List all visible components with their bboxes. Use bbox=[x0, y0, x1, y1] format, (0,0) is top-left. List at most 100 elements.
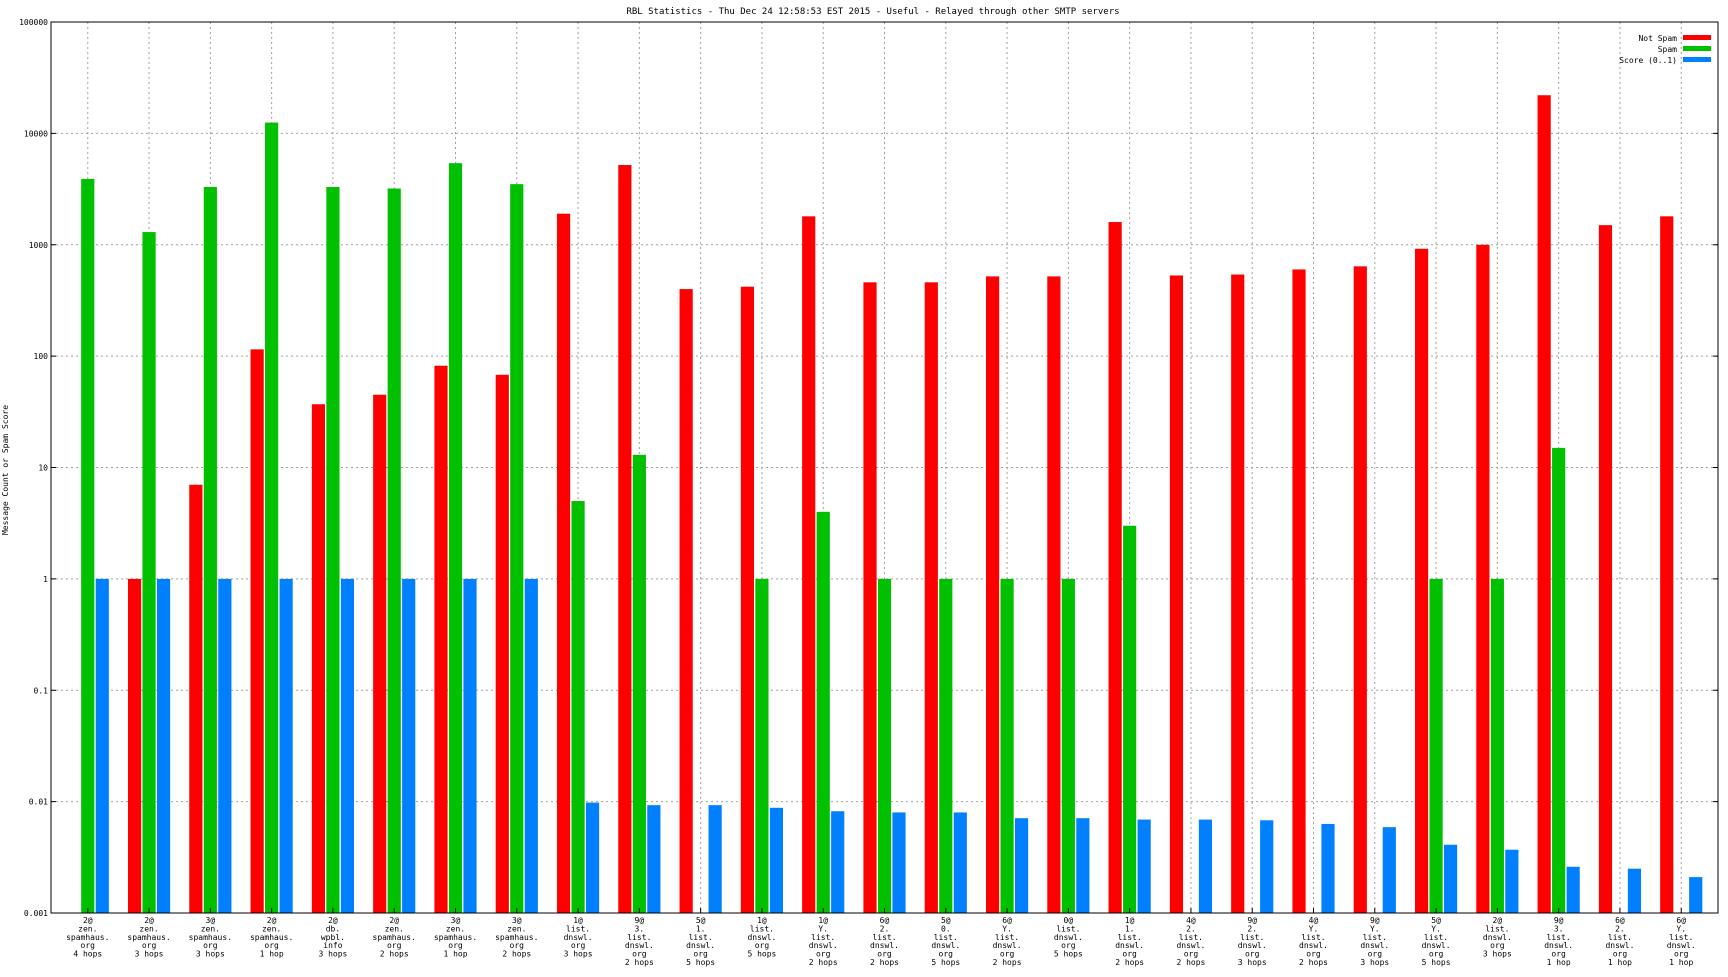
x-tick-label-line: 3. bbox=[1554, 924, 1564, 933]
bar-spam bbox=[1429, 578, 1443, 914]
bar-not-spam bbox=[1598, 225, 1613, 913]
y-tick-label: 0.01 bbox=[29, 798, 48, 807]
x-tick-label-line: org bbox=[632, 950, 647, 959]
y-tick-label: 100 bbox=[34, 352, 49, 361]
x-tick-label: 4@ 2. list. dnswl. org 2 hops bbox=[1176, 916, 1205, 967]
x-tick-label-line: org bbox=[1613, 950, 1628, 959]
x-tick-label-line: 3 hops bbox=[318, 950, 347, 959]
bar-score bbox=[524, 578, 538, 914]
bar-score bbox=[1260, 820, 1274, 913]
x-tick-label-line: 3@ bbox=[451, 916, 461, 925]
x-tick-label-line: 2@ bbox=[328, 916, 338, 925]
x-tick-label-line: org bbox=[1490, 941, 1505, 950]
x-tick-label-line: 3 hops bbox=[1483, 950, 1512, 959]
bar-not-spam bbox=[189, 484, 203, 913]
x-tick-label-line: 6@ bbox=[1615, 916, 1625, 925]
x-tick-label-line: org bbox=[1551, 950, 1566, 959]
x-tick-label-line: org bbox=[1306, 950, 1321, 959]
x-tick-label-line: list. bbox=[995, 933, 1019, 942]
x-tick-label-line: list. bbox=[1485, 924, 1509, 933]
bar-score bbox=[585, 802, 600, 913]
x-tick-label-line: list. bbox=[934, 933, 958, 942]
x-tick-label: 5@ Y. list. dnswl. org 5 hops bbox=[1422, 916, 1451, 967]
x-tick-label-line: spamhaus. bbox=[189, 933, 232, 942]
x-tick-label-line: dnswl. bbox=[1176, 941, 1205, 950]
bars bbox=[81, 95, 1703, 914]
bar-not-spam bbox=[679, 289, 693, 913]
x-tick-label-line: zen. bbox=[446, 924, 465, 933]
bar-not-spam bbox=[1476, 244, 1490, 913]
x-tick-label-line: list. bbox=[1179, 933, 1203, 942]
bar-score bbox=[1627, 868, 1642, 913]
x-tick-label-line: 3@ bbox=[206, 916, 216, 925]
bar-not-spam bbox=[1047, 276, 1061, 913]
bar-spam bbox=[1000, 578, 1014, 914]
bar-not-spam bbox=[618, 165, 632, 913]
legend-label-spam: Spam bbox=[1658, 45, 1677, 54]
bar-not-spam bbox=[1292, 269, 1306, 914]
x-tick-label-line: org bbox=[755, 941, 770, 950]
x-tick-label: 6@ 2. list. dnswl. org 2 hops bbox=[870, 916, 899, 967]
bar-not-spam bbox=[1169, 275, 1184, 914]
x-tick-label-line: dnswl. bbox=[686, 941, 715, 950]
bar-not-spam bbox=[1537, 95, 1551, 914]
bar-spam bbox=[142, 232, 156, 913]
x-tick-label: 9@ 2. list. dnswl. org 3 hops bbox=[1238, 916, 1267, 967]
x-tick-label: 2@ zen. spamhaus. org 2 hops bbox=[373, 916, 416, 959]
x-tick-label-line: dnswl. bbox=[1054, 933, 1083, 942]
x-tick-label-line: 1 hop bbox=[1547, 958, 1571, 967]
x-tick-label: 1@ list. dnswl. org 5 hops bbox=[747, 916, 776, 959]
x-tick-label-line: Y. bbox=[818, 924, 828, 933]
x-tick-label-line: spamhaus. bbox=[434, 933, 477, 942]
x-tick-label-line: org bbox=[1368, 950, 1383, 959]
bar-spam bbox=[632, 454, 646, 913]
bar-score bbox=[1505, 849, 1519, 913]
x-tick-label-line: 5 hops bbox=[686, 958, 715, 967]
x-tick-label-line: Y. bbox=[1309, 924, 1319, 933]
bar-not-spam bbox=[373, 394, 387, 913]
x-tick-label: 0@ list. dnswl. org 5 hops bbox=[1054, 916, 1083, 959]
legend-swatch-score bbox=[1683, 57, 1711, 62]
x-tick-label-line: 3 hops bbox=[1360, 958, 1389, 967]
x-tick-label: 6@ 2. list. dnswl. org 1 hop bbox=[1605, 916, 1634, 967]
x-tick-label-line: 2 hops bbox=[380, 950, 409, 959]
x-tick-label-line: zen. bbox=[78, 924, 97, 933]
x-tick-label-line: org bbox=[816, 950, 831, 959]
y-axis-label: Message Count or Spam Score bbox=[1, 405, 10, 535]
x-tick-label-line: 1@ bbox=[818, 916, 828, 925]
x-tick-label-line: list. bbox=[1363, 933, 1387, 942]
x-tick-label: 2@ list. dnswl. org 3 hops bbox=[1483, 916, 1512, 959]
bar-not-spam bbox=[1231, 274, 1245, 913]
bar-score bbox=[1198, 819, 1213, 913]
x-tick-label-line: dnswl. bbox=[809, 941, 838, 950]
x-tick-label-line: list. bbox=[1301, 933, 1325, 942]
x-tick-label-line: 3 hops bbox=[1238, 958, 1267, 967]
x-tick-label-line: 9@ bbox=[635, 916, 645, 925]
bar-not-spam bbox=[802, 216, 816, 913]
x-tick-label-line: 2@ bbox=[267, 916, 277, 925]
x-tick-label: 4@ Y. list. dnswl. org 2 hops bbox=[1299, 916, 1328, 967]
x-tick-label-line: dnswl. bbox=[1115, 941, 1144, 950]
y-tick-label: 100000 bbox=[19, 18, 48, 27]
legend-label-score: Score (0..1) bbox=[1619, 56, 1677, 65]
x-tick-label-line: 4 hops bbox=[73, 950, 102, 959]
x-tick-label: 1@ list. dnswl. org 3 hops bbox=[564, 916, 593, 959]
x-tick-label-line: 6@ bbox=[1002, 916, 1012, 925]
x-tick-label: 3@ zen. spamhaus. org 1 hop bbox=[434, 916, 477, 959]
x-tick-label-line: 5 hops bbox=[1422, 958, 1451, 967]
x-tick-label-line: list. bbox=[750, 924, 774, 933]
x-tick-label-line: 2 hops bbox=[870, 958, 899, 967]
x-tick-label-line: 9@ bbox=[1370, 916, 1380, 925]
bar-score bbox=[831, 811, 845, 913]
y-tick-label: 10000 bbox=[24, 129, 48, 138]
x-tick-label-line: 2 hops bbox=[809, 958, 838, 967]
x-tick-label-line: 1@ bbox=[1125, 916, 1135, 925]
x-tick-label-line: 2. bbox=[1186, 924, 1196, 933]
x-tick-label-line: Y. bbox=[1002, 924, 1012, 933]
x-tick-label-line: dnswl. bbox=[564, 933, 593, 942]
x-tick-label-line: 6@ bbox=[880, 916, 890, 925]
bar-score bbox=[1321, 823, 1335, 913]
x-tick-label-line: info bbox=[323, 941, 342, 950]
